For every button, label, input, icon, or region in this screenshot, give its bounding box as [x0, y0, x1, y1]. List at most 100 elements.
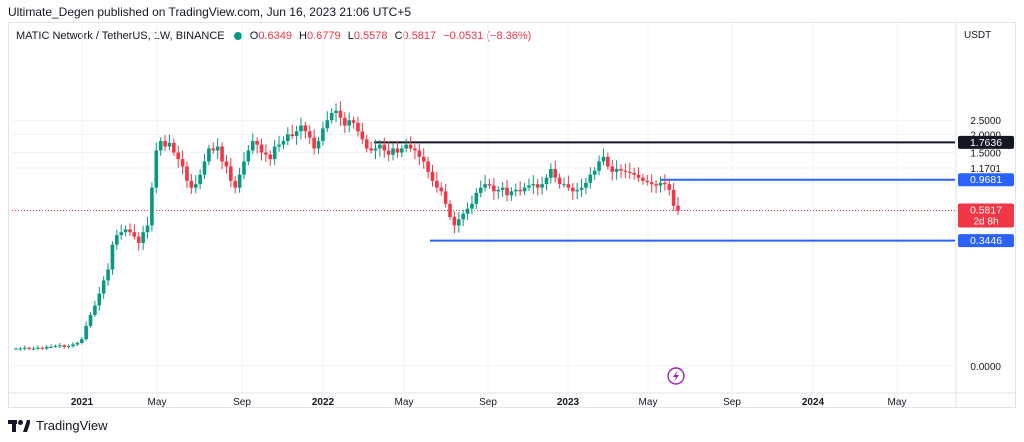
candle-body [641, 177, 645, 181]
candle-body [632, 172, 636, 175]
candle-body [448, 203, 452, 218]
candle-body [597, 161, 601, 171]
candle-body [435, 180, 439, 188]
candle-body [75, 342, 80, 345]
close-label: C [394, 30, 403, 42]
candle-body [619, 169, 623, 171]
candle-body [500, 187, 505, 190]
candle-body [588, 174, 593, 183]
x-tick-label: May [395, 397, 414, 408]
candle-body [356, 122, 360, 132]
candle-body [207, 148, 211, 162]
candle-body [303, 125, 308, 132]
brand-name: TradingView [36, 418, 108, 433]
candle-body [307, 131, 312, 138]
candle-body [663, 182, 667, 185]
candle-body [395, 148, 400, 153]
candle-body [185, 166, 189, 181]
candle-body [483, 184, 487, 188]
candle-body [66, 346, 71, 348]
time-axis[interactable]: 2021 May Sep 2022 May Sep 2023 May Sep 2024 May [71, 397, 907, 408]
candle-body [584, 182, 588, 188]
x-tick-label: May [639, 397, 658, 408]
candle-body [544, 177, 549, 185]
symbol-title[interactable]: MATIC Network / TetherUS, 1W, BINANCE [16, 30, 225, 42]
candle-body [649, 182, 654, 185]
brand-footer[interactable]: TradingView [8, 418, 108, 433]
candle-body [658, 182, 663, 186]
candle-body [364, 139, 369, 149]
candle-body [71, 344, 75, 347]
candle-body [40, 347, 45, 349]
candle-body [461, 213, 465, 220]
low-label: L [347, 30, 354, 42]
x-tick-label: 2024 [802, 397, 825, 408]
grid-lines [12, 23, 955, 393]
change-value: −0.0531 (−8.36%) [443, 30, 532, 42]
candle-body [575, 189, 579, 192]
candle-body [123, 229, 128, 233]
candle-body [115, 235, 119, 245]
x-tick-label: Sep [233, 397, 251, 408]
candle-body [329, 113, 334, 121]
candle-body [474, 192, 479, 204]
y-tick-label: 2.5000 [970, 116, 1001, 127]
tradingview-logo-icon [8, 419, 30, 432]
candle-body [255, 141, 259, 145]
candle-body [294, 131, 299, 136]
candle-body [290, 134, 294, 136]
symbol-legend[interactable]: MATIC Network / TetherUS, 1W, BINANCE O 0… [16, 30, 531, 42]
candle-body [325, 120, 330, 129]
candle-body [645, 180, 650, 183]
candle-body [150, 187, 154, 226]
candle-body [18, 348, 23, 350]
chart-frame [8, 22, 1016, 408]
currency-label[interactable]: USDT [964, 30, 992, 41]
market-status-dot-icon [233, 32, 242, 40]
candle-body [62, 345, 67, 347]
candle-body [316, 141, 321, 149]
lightning-icon[interactable] [667, 367, 685, 385]
candle-body [193, 184, 198, 188]
candles [14, 101, 680, 351]
x-tick-label: 2023 [557, 397, 580, 408]
candle-body [386, 150, 391, 155]
candle-body [53, 346, 58, 348]
y-tick-label: 1.5000 [970, 149, 1001, 160]
current-price-label: 0.5817 [970, 204, 1002, 216]
horizontal-levels[interactable] [12, 141, 955, 242]
y-tick-label: 1.1701 [970, 164, 1001, 175]
resistance-price-label: 1.7636 [970, 137, 1002, 149]
candle-body [49, 346, 53, 348]
candle-body [654, 184, 658, 186]
candle-body [606, 156, 610, 167]
candle-body [145, 225, 150, 233]
candle-body [312, 137, 316, 149]
candle-body [452, 217, 457, 226]
candle-body [531, 184, 536, 186]
candle-body [167, 142, 172, 147]
candle-body [334, 110, 338, 114]
candle-body [614, 169, 619, 172]
candle-body [163, 141, 167, 147]
candle-body [470, 203, 474, 209]
candle-body [636, 174, 641, 178]
high-value: 0.6779 [307, 30, 341, 42]
candle-body [465, 208, 470, 214]
candle-body [623, 170, 628, 172]
candle-body [413, 148, 417, 151]
candle-body [211, 148, 216, 151]
candle-body [97, 293, 102, 306]
candle-body [136, 236, 141, 243]
candle-body [93, 305, 97, 315]
open-label: O [249, 30, 259, 42]
y-tick-label: 0.0000 [970, 362, 1001, 373]
candle-body [119, 232, 124, 236]
candle-body [496, 189, 501, 192]
level-price-label-bg [958, 173, 1014, 187]
x-tick-label: 2021 [71, 397, 94, 408]
candle-body [321, 128, 325, 142]
candle-body [509, 191, 514, 196]
